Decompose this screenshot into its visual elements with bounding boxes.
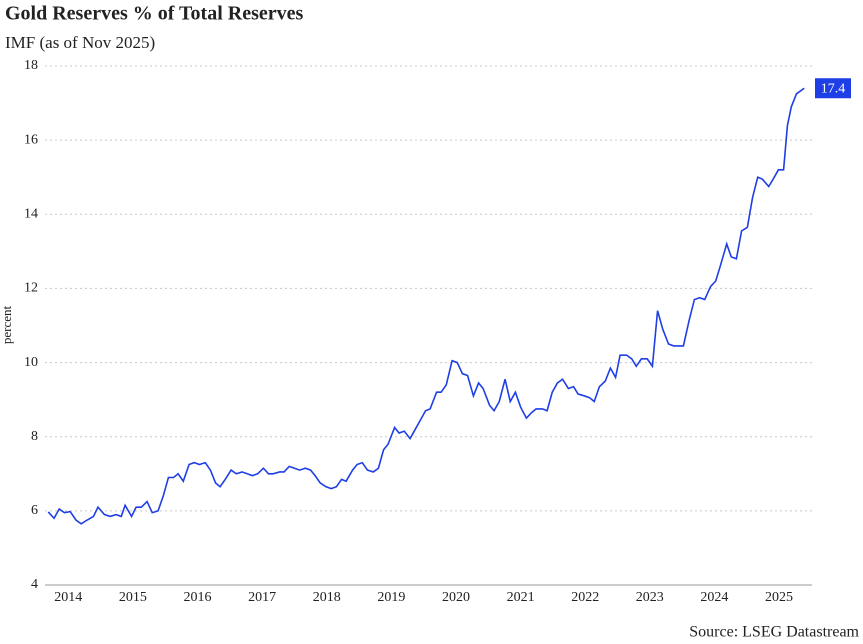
x-tick-label: 2015 [119, 590, 147, 605]
y-tick-label: 6 [31, 503, 38, 518]
y-axis-label: percent [0, 305, 14, 344]
y-tick-label: 16 [24, 132, 38, 147]
source-note: Source: LSEG Datastream [689, 624, 859, 641]
chart-subtitle: IMF (as of Nov 2025) [5, 33, 155, 52]
y-tick-label: 12 [24, 281, 38, 296]
x-tick-label: 2018 [313, 590, 341, 605]
y-tick-label: 4 [31, 577, 38, 592]
end-label-box [815, 78, 851, 99]
x-tick-label: 2016 [183, 590, 211, 605]
x-tick-label: 2017 [248, 590, 276, 605]
x-tick-label: 2014 [54, 590, 82, 605]
x-tick-label: 2025 [765, 590, 793, 605]
x-tick-label: 2022 [571, 590, 599, 605]
y-tick-label: 10 [24, 355, 38, 370]
y-tick-label: 14 [24, 207, 38, 222]
x-tick-label: 2019 [377, 590, 405, 605]
end-label: 17.4 [821, 81, 846, 96]
data-line [47, 87, 805, 525]
y-tick-label: 18 [24, 58, 38, 73]
x-tick-label: 2024 [700, 590, 728, 605]
x-tick-label: 2021 [507, 590, 535, 605]
x-tick-label: 2020 [442, 590, 470, 605]
x-tick-label: 2023 [636, 590, 664, 605]
chart-title: Gold Reserves % of Total Reserves [5, 3, 304, 25]
y-tick-label: 8 [31, 429, 38, 444]
